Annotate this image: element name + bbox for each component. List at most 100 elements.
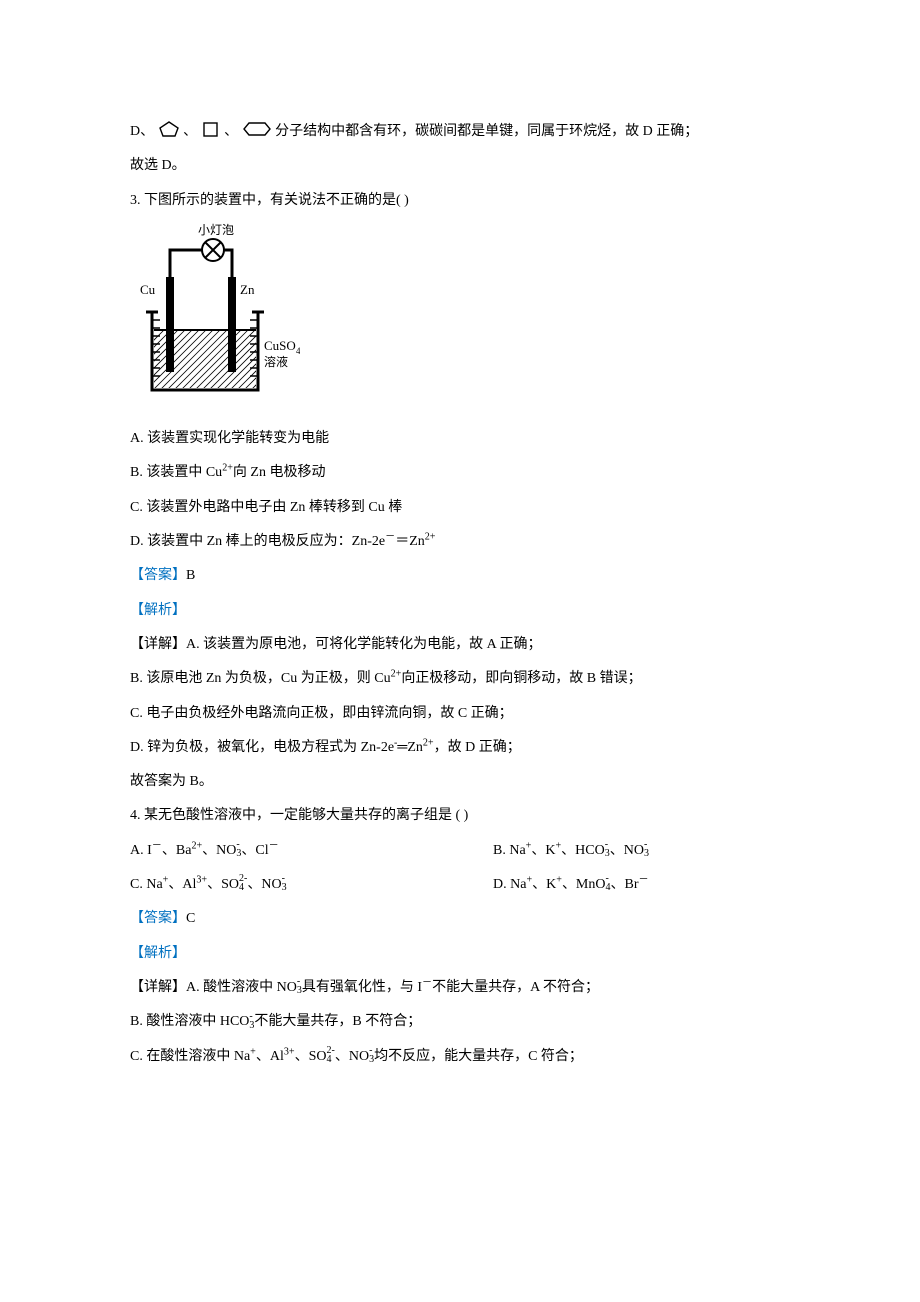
q4-detail-b: B. 酸性溶液中 HCO-3不能大量共存，B 不符合； (130, 1005, 790, 1039)
q4-detail-a: 【详解】A. 酸性溶液中 NO-3具有强氧化性，与 I－不能大量共存，A 不符合… (130, 971, 790, 1005)
q3-detail-b: B. 该原电池 Zn 为负极，Cu 为正极，则 Cu2+向正极移动，即向铜移动，… (130, 662, 790, 696)
svg-text:Cu: Cu (140, 282, 156, 297)
q4-a-sep1: 、Ba (162, 843, 192, 858)
q4-c-sep1: 、Al (168, 877, 196, 892)
p2-conclusion: 故选 D。 (130, 149, 790, 183)
square-icon (201, 120, 221, 138)
q4-jiexi: 【解析】 (130, 937, 790, 971)
svg-text:Zn: Zn (240, 282, 255, 297)
q4-b-sep2: 、HCO (561, 843, 605, 858)
q4-c-stack2-bot: 3 (282, 883, 287, 893)
q4-a-s3: － (269, 840, 279, 851)
q3-detail-c: C. 电子由负极经外电路流向正极，即由锌流向铜，故 C 正确； (130, 697, 790, 731)
q3-a: A. 该装置实现化学能转变为电能 (130, 422, 790, 456)
q4-b-stack2: -3 (644, 840, 649, 859)
q3-detail-end: 故答案为 B。 (130, 765, 790, 799)
q4-a-sep2: 、NO (202, 843, 236, 858)
q4-a-sep3: 、Cl (241, 843, 268, 858)
q3-db-pre: B. 该原电池 Zn 为负极，Cu 为正极，则 Cu (130, 671, 391, 686)
q3-d-sup2: 2+ (425, 531, 436, 542)
q4-dc-s2: 3+ (284, 1046, 295, 1057)
q3-diagram: 小灯泡 Cu Zn CuSO4 溶液 (130, 222, 790, 416)
q3-db-post: 向正极移动，即向铜移动，故 B 错误； (401, 671, 641, 686)
q4-db-pre: B. 酸性溶液中 HCO (130, 1014, 249, 1029)
q3-dd-post: ，故 D 正确； (434, 740, 521, 755)
q4-b-sep3: 、NO (610, 843, 644, 858)
svg-text:CuSO: CuSO (264, 338, 296, 353)
q4-a-pre: A. I (130, 843, 152, 858)
q4-b-stack2-bot: 3 (644, 849, 649, 859)
q4-db-post: 不能大量共存，B 不符合； (254, 1014, 421, 1029)
q4-row1: A. I－、Ba2+、NO-3、Cl－ B. Na+、K+、HCO-3、NO-3 (130, 834, 790, 868)
q4-b-sep1: 、K (531, 843, 555, 858)
svg-text:小灯泡: 小灯泡 (198, 223, 234, 237)
q3-c: C. 该装置外电路中电子由 Zn 棒转移到 Cu 棒 (130, 491, 790, 525)
q4-d-s3: － (639, 874, 649, 885)
q3-answer: 【答案】B (130, 559, 790, 593)
svg-text:4: 4 (296, 346, 300, 356)
q3-dd-eq: ═ (397, 740, 407, 755)
p2-sep1: 、 (183, 124, 197, 139)
q3-answer-label: 【答案】 (130, 568, 186, 583)
q4-d-pre: D. Na (493, 877, 526, 892)
q4-c-stack2: -3 (282, 874, 287, 893)
q3-dd-zn: Zn (407, 740, 423, 755)
p2-d-suffix: 分子结构中都含有环，碳碳间都是单键，同属于环烷烃，故 D 正确； (275, 124, 698, 139)
q4-a-s1: － (152, 840, 162, 851)
q4-d-sep2: 、MnO (562, 877, 606, 892)
svg-text:溶液: 溶液 (264, 354, 288, 369)
q4-answer-val: C (186, 911, 195, 926)
p2-d-prefix: D、 (130, 124, 154, 139)
q4-dc-sep1: 、Al (256, 1049, 284, 1064)
q4-da-post: 不能大量共存，A 不符合； (432, 980, 599, 995)
q3-jiexi: 【解析】 (130, 594, 790, 628)
p2-sep2: 、 (224, 124, 238, 139)
q3-d: D. 该装置中 Zn 棒上的电极反应为：Zn-2e－＝Zn2+ (130, 525, 790, 559)
q4-dc-pre: C. 在酸性溶液中 Na (130, 1049, 250, 1064)
q4-detail-c: C. 在酸性溶液中 Na+、Al3+、SO2-4、NO-3均不反应，能大量共存，… (130, 1040, 790, 1074)
q3-d-pre: D. 该装置中 Zn 棒上的电极反应为：Zn-2e (130, 534, 385, 549)
q3-b-post: 向 Zn 电极移动 (233, 465, 326, 480)
q4-d-sep3: 、Br (611, 877, 639, 892)
q4-dc-sep2: 、SO (295, 1049, 327, 1064)
q4-b-pre: B. Na (493, 843, 526, 858)
pentagon-icon (158, 120, 180, 138)
q4-dc-post: 均不反应，能大量共存，C 符合； (374, 1049, 583, 1064)
q4-dc-sep3: 、NO (335, 1049, 369, 1064)
q4-c-s2: 3+ (196, 874, 207, 885)
q3-b-sup: 2+ (222, 463, 233, 474)
q4-a-s2: 2+ (191, 840, 202, 851)
q4-d-sep1: 、K (532, 877, 556, 892)
q4-answer-label: 【答案】 (130, 911, 186, 926)
q4-da-pre: 【详解】A. 酸性溶液中 NO (130, 980, 297, 995)
q3-answer-val: B (186, 568, 195, 583)
q4-dc-stack1: 2-4 (327, 1046, 335, 1065)
q3-b: B. 该装置中 Cu2+向 Zn 电极移动 (130, 456, 790, 490)
q4-d: D. Na+、K+、MnO-4、Br－ (493, 868, 790, 902)
hexagon-icon (242, 120, 272, 138)
q4-a: A. I－、Ba2+、NO-3、Cl－ (130, 834, 493, 868)
q3-dd-pre: D. 锌为负极，被氧化，电极方程式为 Zn-2e (130, 740, 394, 755)
q3-b-pre: B. 该装置中 Cu (130, 465, 222, 480)
q3-d-eq: ＝ (395, 534, 409, 549)
q4-dc-stack1-bot: 4 (327, 1055, 335, 1065)
q4-stem: 4. 某无色酸性溶液中，一定能够大量共存的离子组是 ( ) (130, 799, 790, 833)
q3-stem: 3. 下图所示的装置中，有关说法不正确的是( ) (130, 184, 790, 218)
q4-c-pre: C. Na (130, 877, 163, 892)
q4-row2: C. Na+、Al3+、SO2-4、NO-3 D. Na+、K+、MnO-4、B… (130, 868, 790, 902)
p2-option-d: D、 、 、 分子结构中都含有环，碳碳间都是单键，同属于环烷烃，故 D 正确； (130, 115, 790, 149)
q4-da-mid: 具有强氧化性，与 I (302, 980, 422, 995)
q4-c: C. Na+、Al3+、SO2-4、NO-3 (130, 868, 493, 902)
q3-detail-d: D. 锌为负极，被氧化，电极方程式为 Zn-2e-═Zn2+，故 D 正确； (130, 731, 790, 765)
q4-b: B. Na+、K+、HCO-3、NO-3 (493, 834, 790, 868)
q4-c-sep3: 、NO (247, 877, 281, 892)
galvanic-cell-diagram: 小灯泡 Cu Zn CuSO4 溶液 (130, 222, 300, 402)
q3-detail-a: 【详解】A. 该装置为原电池，可将化学能转化为电能，故 A 正确； (130, 628, 790, 662)
q4-answer: 【答案】C (130, 902, 790, 936)
q4-c-sep2: 、SO (207, 877, 239, 892)
q3-dd-sup2: 2+ (423, 737, 434, 748)
q3-db-sup: 2+ (391, 669, 402, 680)
q3-d-sup1: － (385, 531, 395, 542)
q4-da-sup: － (422, 977, 432, 988)
q3-d-zn: Zn (409, 534, 425, 549)
